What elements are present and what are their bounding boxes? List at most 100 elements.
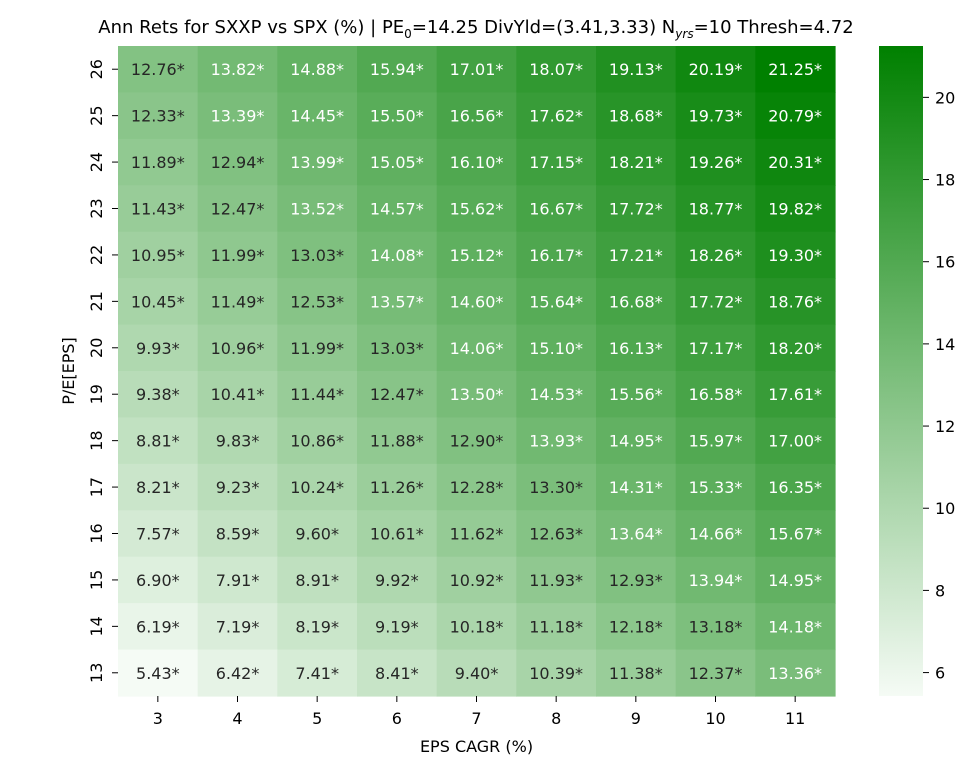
heatmap-cell — [596, 324, 677, 372]
heatmap-cell-label: 14.06* — [450, 339, 504, 358]
heatmap-cell-label: 12.37* — [689, 664, 743, 683]
heatmap-cell — [436, 46, 517, 94]
heatmap-cell — [516, 510, 597, 558]
heatmap-cell-label: 13.99* — [290, 153, 344, 172]
heatmap-cell-label: 6.42* — [216, 664, 260, 683]
heatmap-cell — [436, 278, 517, 326]
heatmap-cell — [197, 231, 278, 279]
heatmap-cell-label: 11.44* — [290, 385, 344, 404]
heatmap-cell — [596, 185, 677, 233]
heatmap-cell — [675, 463, 756, 511]
heatmap-cell — [596, 417, 677, 465]
heatmap-cell — [277, 417, 358, 465]
heatmap-cell-label: 13.03* — [290, 246, 344, 265]
heatmap-cell — [436, 417, 517, 465]
colorbar-tick-label: 10 — [935, 499, 955, 518]
heatmap-cell — [436, 185, 517, 233]
y-axis-label: P/E[EPS] — [59, 337, 78, 405]
heatmap-cell-label: 10.24* — [290, 478, 344, 497]
heatmap-cell — [755, 556, 836, 604]
heatmap-cell — [436, 138, 517, 186]
x-tick-label: 4 — [232, 709, 242, 728]
heatmap-cell-label: 12.94* — [211, 153, 265, 172]
heatmap-cell — [596, 510, 677, 558]
y-tick-label: 16 — [87, 523, 106, 543]
heatmap-cell — [675, 510, 756, 558]
heatmap-cell — [516, 463, 597, 511]
x-axis-label: EPS CAGR (%) — [420, 737, 533, 756]
heatmap-cell — [277, 649, 358, 697]
heatmap-cell — [596, 556, 677, 604]
heatmap-cell-label: 13.39* — [211, 107, 265, 126]
heatmap-cell — [755, 371, 836, 419]
heatmap-cell-label: 17.21* — [609, 246, 663, 265]
heatmap-cell-label: 13.94* — [689, 571, 743, 590]
heatmap-cell-label: 9.38* — [136, 385, 180, 404]
heatmap-cell — [516, 92, 597, 140]
heatmap-cell-label: 14.31* — [609, 478, 663, 497]
heatmap-cell-label: 11.49* — [211, 292, 265, 311]
heatmap-cell — [197, 92, 278, 140]
heatmap-cell — [357, 463, 438, 511]
heatmap-cell-label: 18.68* — [609, 107, 663, 126]
heatmap-cell-label: 8.59* — [216, 525, 260, 544]
heatmap-cell-label: 17.00* — [768, 432, 822, 451]
heatmap-cell-label: 15.50* — [370, 107, 424, 126]
y-tick-label: 20 — [87, 338, 106, 358]
colorbar — [879, 46, 923, 696]
heatmap-cell-label: 18.21* — [609, 153, 663, 172]
heatmap-cell — [277, 556, 358, 604]
heatmap-cell-label: 16.67* — [529, 200, 583, 219]
heatmap-cell-label: 15.67* — [768, 525, 822, 544]
heatmap-cell — [516, 324, 597, 372]
heatmap-cell-label: 12.53* — [290, 292, 344, 311]
heatmap-cell — [436, 649, 517, 697]
heatmap-cell — [675, 92, 756, 140]
heatmap-cell — [675, 185, 756, 233]
heatmap-cell-label: 20.31* — [768, 153, 822, 172]
heatmap-cell-label: 16.68* — [609, 292, 663, 311]
heatmap-cell — [197, 603, 278, 651]
heatmap-cell — [357, 185, 438, 233]
heatmap-cell — [277, 324, 358, 372]
heatmap-cell — [118, 417, 199, 465]
heatmap-cell-label: 19.82* — [768, 200, 822, 219]
heatmap-cell — [675, 649, 756, 697]
y-tick-label: 22 — [87, 245, 106, 265]
heatmap-cell — [755, 278, 836, 326]
heatmap-cell — [357, 556, 438, 604]
heatmap-cell — [755, 417, 836, 465]
heatmap-cell-label: 14.66* — [689, 525, 743, 544]
heatmap-cell — [436, 231, 517, 279]
heatmap-cell — [197, 510, 278, 558]
heatmap-cell — [436, 463, 517, 511]
heatmap-cell — [277, 371, 358, 419]
heatmap-cell — [277, 510, 358, 558]
heatmap-cell — [675, 278, 756, 326]
heatmap-cell-label: 15.56* — [609, 385, 663, 404]
heatmap-cell-label: 11.93* — [529, 571, 583, 590]
heatmap-cell-label: 12.18* — [609, 617, 663, 636]
heatmap-cell — [596, 649, 677, 697]
heatmap-cell — [118, 138, 199, 186]
heatmap-cell — [357, 92, 438, 140]
heatmap-cell-label: 9.40* — [455, 664, 499, 683]
y-tick-label: 21 — [87, 291, 106, 311]
heatmap-cell — [277, 603, 358, 651]
heatmap-cell — [277, 231, 358, 279]
heatmap-cell — [118, 603, 199, 651]
heatmap-cell — [357, 138, 438, 186]
heatmap-cell-label: 9.23* — [216, 478, 260, 497]
heatmap-cell-label: 17.72* — [609, 200, 663, 219]
heatmap-cell — [197, 278, 278, 326]
heatmap-cell — [197, 556, 278, 604]
heatmap-cell-labels: 12.76* 13.82* 14.88* 15.94* 17.01* 18.07* 19.1… — [131, 60, 822, 683]
heatmap-cell-label: 21.25* — [768, 60, 822, 79]
heatmap-cell — [118, 324, 199, 372]
heatmap-cell-label: 10.45* — [131, 292, 185, 311]
heatmap-cell — [516, 556, 597, 604]
heatmap-cell — [436, 371, 517, 419]
heatmap-cell — [675, 556, 756, 604]
heatmap-cell-label: 15.05* — [370, 153, 424, 172]
heatmap-cell — [755, 603, 836, 651]
